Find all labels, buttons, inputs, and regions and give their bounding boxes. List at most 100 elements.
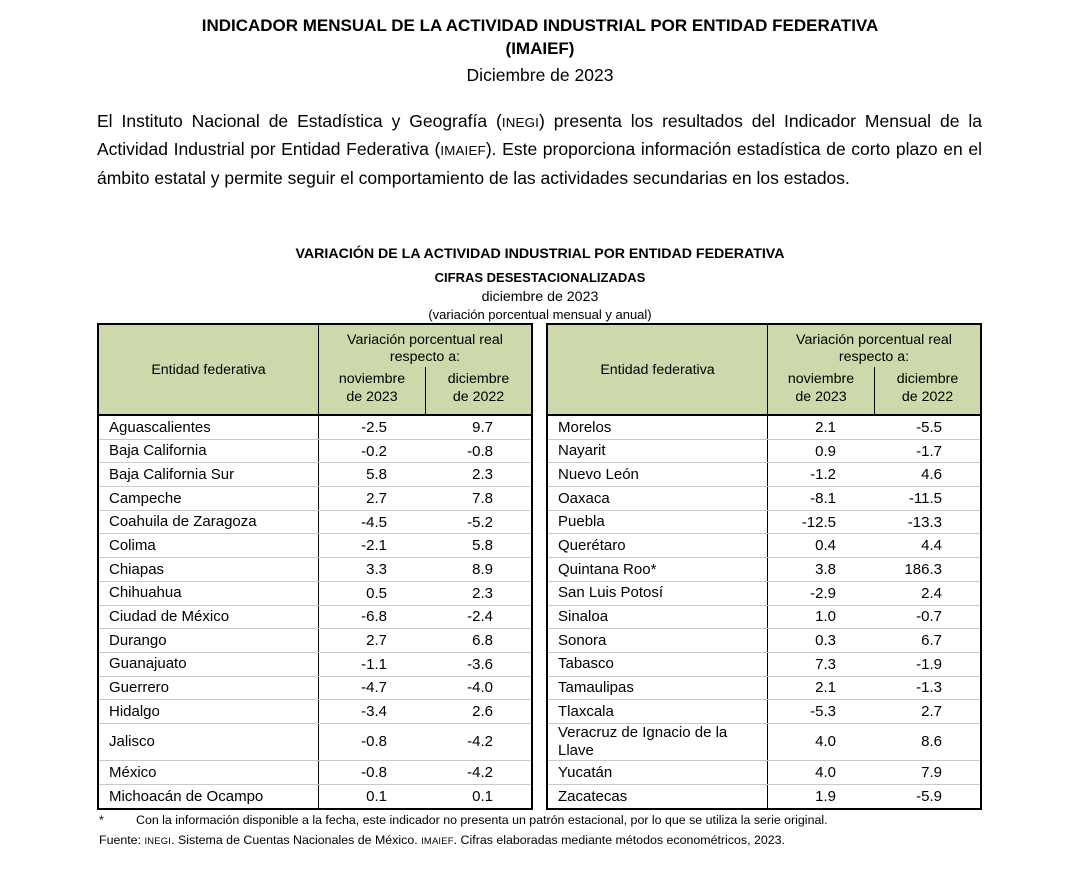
text-run: ). Este proporciona información estadíst… — [97, 139, 983, 188]
dec-2022-value-cell: 8.6 — [921, 733, 942, 751]
dec-2022-value-cell: -13.3 — [907, 513, 942, 531]
dec-2022-value-cell: -1.9 — [916, 655, 942, 673]
nov-2023-value-cell: 0.3 — [815, 632, 836, 650]
nov-2023-value-cell: -4.7 — [361, 679, 387, 697]
header-entity-cell: Entidad federativa — [548, 325, 768, 414]
entity-name-cell: Baja California Sur — [99, 463, 319, 487]
nov-2023-value-cell: -1.1 — [361, 655, 387, 673]
entity-name-cell: Michoacán de Ocampo — [99, 784, 319, 809]
nov-2023-value-cell: 2.7 — [366, 632, 387, 650]
table-row: Coahuila de Zaragoza -4.5 -5.2 — [99, 510, 531, 535]
dec-2022-value-cell: 8.9 — [472, 560, 493, 578]
header-group-cell: Variación porcentual real respecto a: — [796, 331, 952, 366]
nov-2023-value-cell: -5.3 — [810, 703, 836, 721]
table-row: Guerrero -4.7 -4.0 — [99, 676, 531, 701]
entity-name-cell: Colima — [99, 534, 319, 558]
entity-name-cell: Tamaulipas — [548, 676, 768, 700]
table-row: Oaxaca -8.1 -11.5 — [548, 487, 980, 511]
nov-2023-value-cell: -2.9 — [810, 584, 836, 602]
table-row: Sonora 0.3 6.7 — [548, 629, 980, 653]
text-run: . Cifras elaboradas mediante métodos eco… — [453, 832, 785, 847]
table-row: Tlaxcala -5.3 2.7 — [548, 700, 980, 724]
nov-2023-value-cell: 5.8 — [366, 466, 387, 484]
nov-2023-value-cell: -2.5 — [361, 418, 387, 436]
entity-name-cell: Guerrero — [99, 676, 319, 700]
nov-2023-value-cell: 0.4 — [815, 537, 836, 555]
entity-name-cell: Oaxaca — [548, 487, 768, 510]
table-row: Yucatán 4.0 7.9 — [548, 760, 980, 785]
footnote-text: Con la información disponible a la fecha… — [136, 813, 828, 827]
header-month-dec-cell: diciembre de 2022 — [874, 367, 980, 414]
table-body: Morelos 2.1 -5.5 Nayarit 0.9 -1.7 Nuevo León -1… — [548, 416, 980, 809]
entity-name-cell: Guanajuato — [99, 652, 319, 676]
nov-2023-value-cell: -0.8 — [361, 733, 387, 751]
entity-name-cell: Chihuahua — [99, 581, 319, 605]
dec-2022-value-cell: 4.4 — [921, 537, 942, 555]
header-month-dec-cell: diciembre de 2022 — [425, 367, 531, 414]
table-row: Sinaloa 1.0 -0.7 — [548, 605, 980, 630]
header-entity-cell: Entidad federativa — [99, 325, 319, 414]
nov-2023-value-cell: -8.1 — [810, 489, 836, 507]
nov-2023-value-cell: 4.0 — [815, 733, 836, 751]
page-subtitle: Diciembre de 2023 — [466, 65, 614, 85]
table-row: Guanajuato -1.1 -3.6 — [99, 652, 531, 677]
dec-2022-value-cell: -1.7 — [916, 442, 942, 460]
dec-2022-value-cell: -4.2 — [467, 763, 493, 781]
table-row: Jalisco -0.8 -4.2 — [99, 723, 531, 761]
footnote-line: * Con la información disponible a la fec… — [99, 811, 985, 831]
entity-name-cell: Quintana Roo* — [548, 558, 768, 581]
table-row: Baja California Sur 5.8 2.3 — [99, 463, 531, 488]
nov-2023-value-cell: 1.9 — [815, 787, 836, 805]
table-row: Chihuahua 0.5 2.3 — [99, 581, 531, 606]
table-row: Campeche 2.7 7.8 — [99, 487, 531, 511]
table-row: Colima -2.1 5.8 — [99, 534, 531, 559]
nov-2023-value-cell: 0.1 — [366, 787, 387, 805]
nov-2023-value-cell: -12.5 — [801, 513, 836, 531]
nov-2023-value-cell: 0.5 — [366, 584, 387, 602]
dec-2022-value-cell: -4.0 — [467, 679, 493, 697]
entity-name-cell: Zacatecas — [548, 784, 768, 809]
dec-2022-value-cell: -0.8 — [467, 442, 493, 460]
acronym-text: INEGI — [144, 834, 172, 846]
dec-2022-value-cell: 6.7 — [921, 632, 942, 650]
dec-2022-value-cell: -4.2 — [467, 733, 493, 751]
text-run: . Sistema de Cuentas Nacionales de Méxic… — [171, 832, 422, 847]
intro-paragraph: El Instituto Nacional de Estadística y G… — [97, 108, 982, 191]
table-states-m-z: Entidad federativa Variación porcentual … — [546, 323, 982, 811]
table-row: Baja California -0.2 -0.8 — [99, 439, 531, 464]
page-title-line1: INDICADOR MENSUAL DE LA ACTIVIDAD INDUST… — [201, 16, 879, 35]
table-row: Quintana Roo* 3.8 186.3 — [548, 558, 980, 582]
table-row: Tabasco 7.3 -1.9 — [548, 652, 980, 677]
table-row: Nayarit 0.9 -1.7 — [548, 439, 980, 464]
dec-2022-value-cell: -11.5 — [908, 489, 942, 507]
table-row: Michoacán de Ocampo 0.1 0.1 — [99, 784, 531, 809]
text-run: ) presenta los resultados del Indicador … — [97, 111, 982, 160]
entity-name-cell: Durango — [99, 629, 319, 652]
footnote-symbol: * — [99, 813, 104, 827]
table-states-a-m: Entidad federativa Variación porcentual … — [97, 323, 533, 811]
nov-2023-value-cell: -6.8 — [361, 608, 387, 626]
dec-2022-value-cell: -1.3 — [916, 679, 942, 697]
entity-name-cell: Puebla — [548, 510, 768, 534]
table-row: Querétaro 0.4 4.4 — [548, 534, 980, 559]
nov-2023-value-cell: -0.8 — [361, 763, 387, 781]
footnotes: * Con la información disponible a la fec… — [99, 811, 985, 850]
header-month-nov-cell: noviembre de 2023 — [787, 371, 855, 405]
acronym-text: INEGI — [501, 115, 540, 130]
entity-name-cell: San Luis Potosí — [548, 581, 768, 605]
dec-2022-value-cell: 2.4 — [921, 584, 942, 602]
nov-2023-value-cell: -2.1 — [361, 537, 387, 555]
dec-2022-value-cell: 5.8 — [472, 537, 493, 555]
table-row: Ciudad de México -6.8 -2.4 — [99, 605, 531, 630]
entity-name-cell: Hidalgo — [99, 700, 319, 723]
nov-2023-value-cell: 3.3 — [366, 560, 387, 578]
entity-name-cell: Baja California — [99, 439, 319, 463]
nov-2023-value-cell: 0.9 — [815, 442, 836, 460]
header-group-cell: Variación porcentual real respecto a: — [347, 331, 503, 366]
dec-2022-value-cell: -5.5 — [916, 418, 942, 436]
entity-name-cell: Nayarit — [548, 439, 768, 463]
dec-2022-value-cell: 6.8 — [472, 632, 493, 650]
table-section-headings: VARIACIÓN DE LA ACTIVIDAD INDUSTRIAL POR… — [0, 246, 1080, 322]
source-line: Fuente: INEGI. Sistema de Cuentas Nacion… — [99, 831, 985, 851]
dec-2022-value-cell: 2.3 — [472, 584, 493, 602]
